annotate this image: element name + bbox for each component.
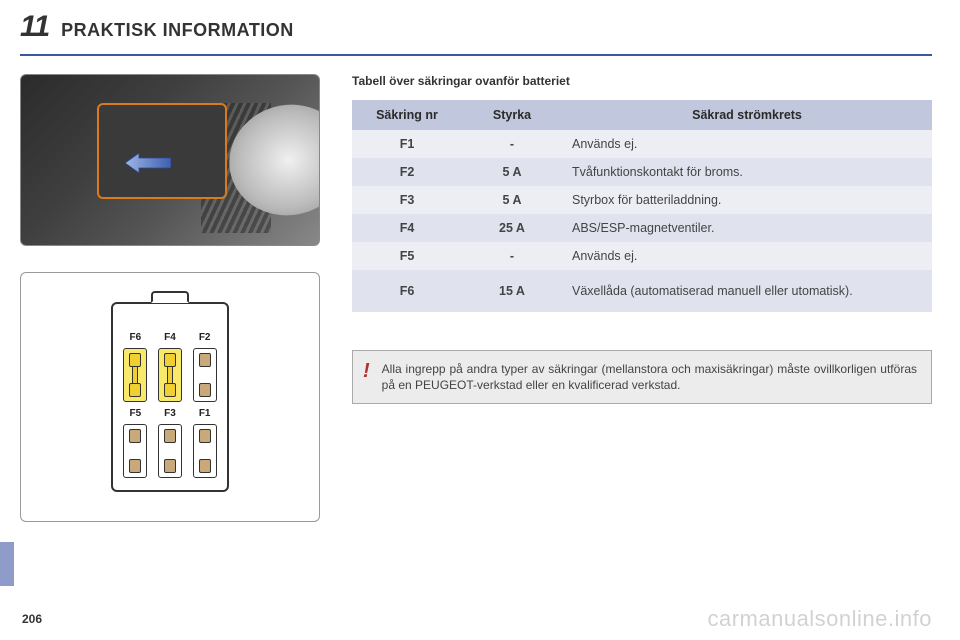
table-row: F35 AStyrbox för batteriladdning. <box>352 186 932 214</box>
fuse-slot-f3 <box>158 424 182 478</box>
cell-num: F6 <box>352 270 462 312</box>
col-header-desc: Säkrad strömkrets <box>562 100 932 130</box>
chapter-number: 11 <box>20 10 49 44</box>
fuse-slot-f2 <box>193 348 217 402</box>
content-area: F6 F4 F2 F5 F3 F1 <box>20 74 932 522</box>
fusebox-highlight <box>97 103 227 199</box>
table-title: Tabell över säkringar ovanför batteriet <box>352 74 932 88</box>
engine-bay-photo <box>20 74 320 246</box>
fuse-table: Säkring nr Styrka Säkrad strömkrets F1-A… <box>352 100 932 312</box>
table-row: F5-Används ej. <box>352 242 932 270</box>
cell-num: F3 <box>352 186 462 214</box>
cell-num: F2 <box>352 158 462 186</box>
fuse-slot-f4 <box>158 348 182 402</box>
fuse-label: F1 <box>199 408 211 419</box>
warning-note: ! Alla ingrepp på andra typer av säkring… <box>352 350 932 404</box>
table-row: F1-Används ej. <box>352 130 932 158</box>
fuse-slot-f6 <box>123 348 147 402</box>
cell-num: F5 <box>352 242 462 270</box>
fuse-label: F2 <box>199 332 211 343</box>
header-rule <box>20 54 932 56</box>
fuse-label: F3 <box>164 408 176 419</box>
cell-num: F1 <box>352 130 462 158</box>
cell-desc: Används ej. <box>562 242 932 270</box>
fuse-diagram: F6 F4 F2 F5 F3 F1 <box>20 272 320 522</box>
warning-text: Alla ingrepp på andra typer av säkringar… <box>382 361 917 393</box>
fuse-label: F5 <box>129 408 141 419</box>
side-tab <box>0 542 14 586</box>
col-header-amp: Styrka <box>462 100 562 130</box>
cell-num: F4 <box>352 214 462 242</box>
cell-amp: 5 A <box>462 158 562 186</box>
cell-amp: 5 A <box>462 186 562 214</box>
cell-desc: Används ej. <box>562 130 932 158</box>
fuse-label: F4 <box>164 332 176 343</box>
table-row: F425 AABS/ESP-magnetventiler. <box>352 214 932 242</box>
watermark: carmanualsonline.info <box>707 606 932 632</box>
left-column: F6 F4 F2 F5 F3 F1 <box>20 74 330 522</box>
cell-desc: Växellåda (automatiserad manuell eller u… <box>562 270 932 312</box>
fuse-grid: F6 F4 F2 F5 F3 F1 <box>121 330 219 482</box>
cell-desc: Tvåfunktionskontakt för broms. <box>562 158 932 186</box>
page-header: 11 PRAKTISK INFORMATION <box>20 10 932 44</box>
page-container: 11 PRAKTISK INFORMATION <box>0 0 960 640</box>
right-column: Tabell över säkringar ovanför batteriet … <box>352 74 932 522</box>
table-row: F25 ATvåfunktionskontakt för broms. <box>352 158 932 186</box>
table-row: F615 AVäxellåda (automatiserad manuell e… <box>352 270 932 312</box>
pointer-arrow-icon <box>125 153 171 173</box>
cell-amp: 25 A <box>462 214 562 242</box>
fuse-block-tab <box>151 291 189 303</box>
cell-amp: - <box>462 130 562 158</box>
chapter-title: PRAKTISK INFORMATION <box>61 20 294 41</box>
fuse-label: F6 <box>129 332 141 343</box>
cell-amp: 15 A <box>462 270 562 312</box>
fuse-block: F6 F4 F2 F5 F3 F1 <box>111 302 229 492</box>
fuse-slot-f1 <box>193 424 217 478</box>
page-number: 206 <box>22 612 42 626</box>
cell-amp: - <box>462 242 562 270</box>
cell-desc: ABS/ESP-magnetventiler. <box>562 214 932 242</box>
cell-desc: Styrbox för batteriladdning. <box>562 186 932 214</box>
warning-icon: ! <box>363 361 370 381</box>
col-header-num: Säkring nr <box>352 100 462 130</box>
table-header-row: Säkring nr Styrka Säkrad strömkrets <box>352 100 932 130</box>
fuse-slot-f5 <box>123 424 147 478</box>
